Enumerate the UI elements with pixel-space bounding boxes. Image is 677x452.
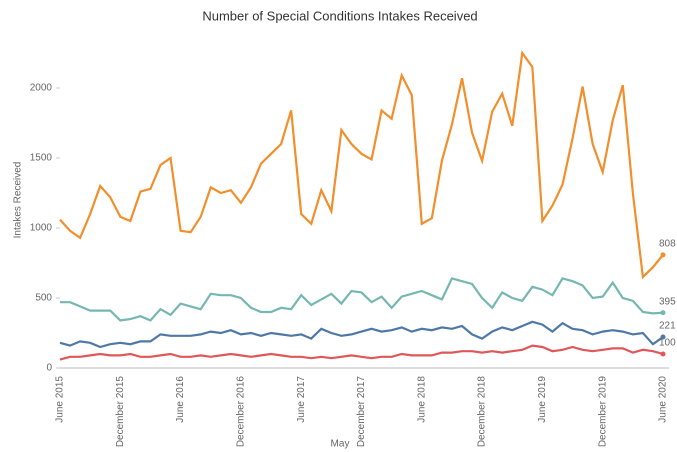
x-tick-label: December 2017: [356, 376, 367, 448]
x-tick-label: June 2019: [537, 376, 548, 423]
series-line: [60, 277, 664, 322]
x-tick-label: December 2016: [236, 376, 247, 448]
end-label: 808: [659, 239, 676, 250]
series-line: [59, 50, 664, 280]
x-tick-label: December 2018: [477, 376, 488, 448]
end-point: [660, 334, 666, 340]
end-point: [660, 351, 666, 357]
y-tick-label: 1000: [30, 223, 53, 234]
end-label: 100: [659, 338, 676, 349]
y-axis-title: Intakes Received: [13, 162, 24, 239]
series-line: [59, 344, 664, 361]
y-tick-label: 500: [35, 293, 52, 304]
series-line: [59, 320, 664, 349]
x-axis-title: May: [331, 439, 350, 450]
y-tick-label: 1500: [30, 153, 53, 164]
chart-title: Number of Special Conditions Intakes Rec…: [202, 8, 477, 23]
y-tick-label: 2000: [30, 83, 53, 94]
end-label: 395: [659, 296, 676, 307]
x-tick-label: December 2019: [597, 376, 608, 448]
y-tick-label: 0: [46, 363, 52, 374]
end-point: [660, 310, 666, 316]
x-tick-label: June 2020: [658, 376, 669, 423]
end-point: [660, 252, 666, 258]
x-tick-label: June 2018: [416, 376, 427, 423]
x-tick-label: June 2015: [55, 376, 66, 423]
x-tick-label: June 2017: [296, 376, 307, 423]
x-tick-label: June 2016: [175, 376, 186, 423]
end-label: 221: [659, 321, 676, 332]
x-tick-label: December 2015: [115, 376, 126, 448]
